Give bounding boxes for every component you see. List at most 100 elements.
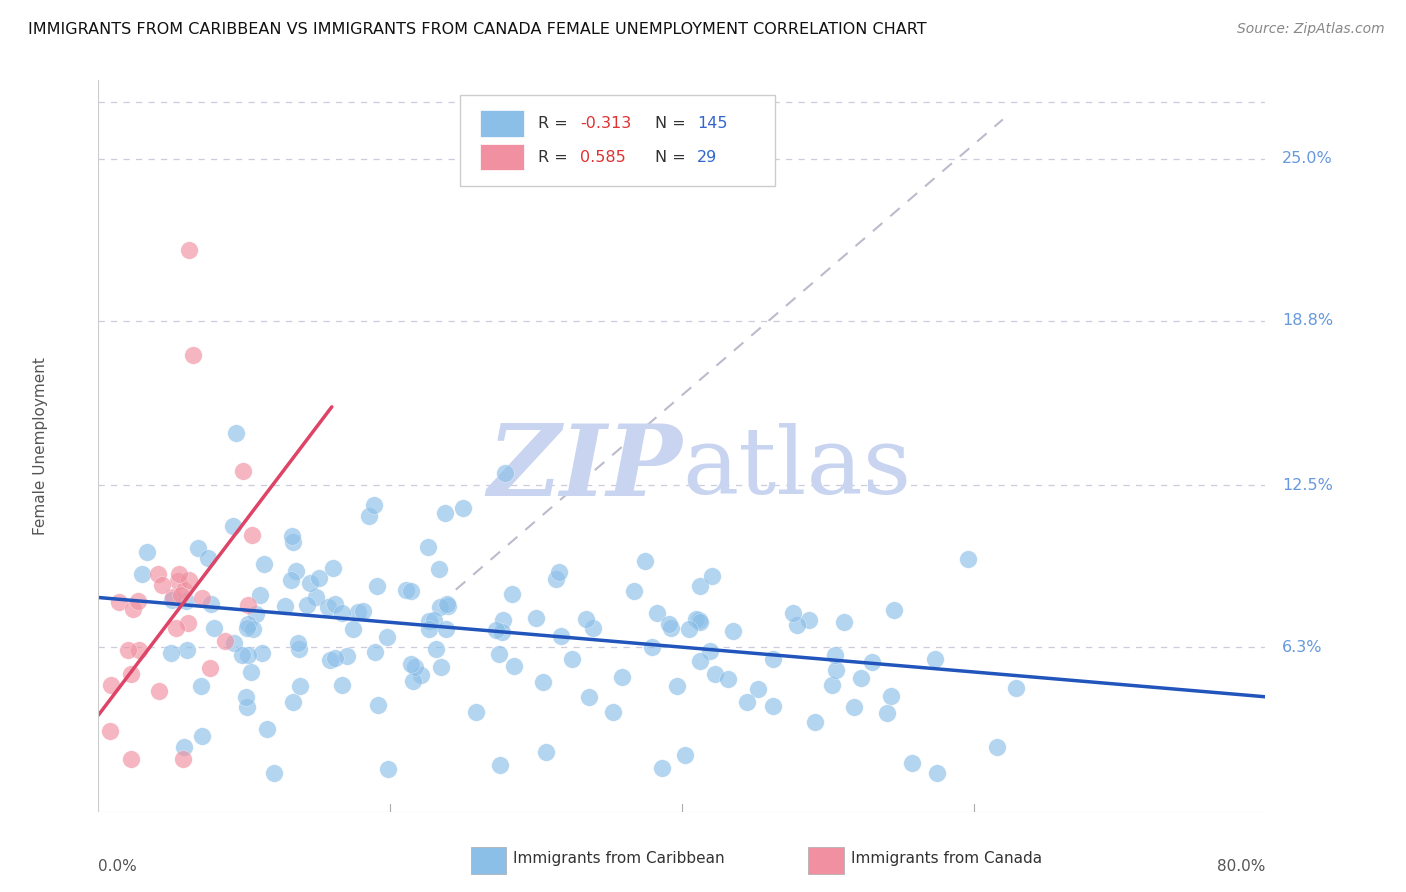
Point: [423, 614, 446, 628]
Point: [364, 645, 387, 659]
Point: [688, 613, 710, 627]
Point: [202, 621, 225, 635]
Point: [375, 630, 398, 644]
Text: N =: N =: [655, 116, 690, 131]
Point: [232, 464, 254, 478]
Point: [214, 633, 236, 648]
Point: [308, 571, 330, 585]
Point: [665, 679, 688, 693]
Point: [924, 651, 946, 665]
Point: [659, 621, 682, 635]
Point: [366, 579, 388, 593]
Text: 6.3%: 6.3%: [1282, 640, 1323, 655]
Point: [689, 615, 711, 629]
Point: [437, 599, 460, 613]
Point: [197, 551, 219, 566]
Point: [117, 642, 139, 657]
Text: 0.0%: 0.0%: [98, 859, 138, 874]
Point: [399, 584, 422, 599]
Text: R =: R =: [538, 116, 574, 131]
Point: [689, 654, 711, 668]
Point: [395, 583, 418, 598]
Point: [191, 729, 214, 743]
Point: [531, 674, 554, 689]
Point: [332, 606, 354, 620]
Point: [377, 762, 399, 776]
Point: [176, 616, 198, 631]
Point: [322, 561, 344, 575]
Point: [280, 574, 302, 588]
Point: [367, 698, 389, 712]
Point: [176, 642, 198, 657]
Point: [336, 648, 359, 663]
Point: [173, 740, 195, 755]
Point: [284, 564, 307, 578]
Point: [433, 506, 456, 520]
Point: [167, 566, 190, 581]
Text: IMMIGRANTS FROM CARIBBEAN VS IMMIGRANTS FROM CANADA FEMALE UNEMPLOYMENT CORRELAT: IMMIGRANTS FROM CARIBBEAN VS IMMIGRANTS …: [28, 22, 927, 37]
Point: [173, 582, 195, 597]
Point: [131, 566, 153, 581]
Point: [451, 500, 474, 515]
Point: [236, 622, 259, 636]
Point: [747, 681, 769, 696]
Point: [700, 569, 723, 583]
Point: [927, 765, 949, 780]
Point: [832, 615, 855, 629]
Point: [150, 578, 173, 592]
Point: [602, 706, 624, 720]
Point: [699, 644, 721, 658]
Point: [434, 622, 457, 636]
Point: [820, 678, 842, 692]
Point: [240, 665, 263, 679]
Point: [488, 757, 510, 772]
Point: [169, 588, 191, 602]
Point: [98, 724, 121, 739]
Point: [610, 669, 633, 683]
Point: [250, 646, 273, 660]
Point: [363, 498, 385, 512]
Point: [283, 694, 305, 708]
Text: Source: ZipAtlas.com: Source: ZipAtlas.com: [1237, 22, 1385, 37]
Point: [231, 648, 253, 662]
Point: [120, 752, 142, 766]
Point: [501, 586, 523, 600]
Point: [685, 612, 707, 626]
Text: R =: R =: [538, 150, 574, 165]
Point: [436, 597, 458, 611]
Point: [717, 673, 740, 687]
Point: [166, 574, 188, 588]
Text: Female Unemployment: Female Unemployment: [32, 357, 48, 535]
Text: -0.313: -0.313: [581, 116, 631, 131]
Point: [100, 678, 122, 692]
Point: [561, 652, 583, 666]
Point: [136, 545, 159, 559]
FancyBboxPatch shape: [460, 95, 775, 186]
Text: 29: 29: [697, 150, 717, 165]
Point: [200, 597, 222, 611]
Point: [425, 642, 447, 657]
Point: [544, 572, 567, 586]
Point: [288, 642, 311, 657]
Point: [236, 599, 259, 613]
Point: [160, 646, 183, 660]
Point: [786, 618, 808, 632]
Point: [524, 611, 547, 625]
Point: [550, 629, 572, 643]
Point: [249, 588, 271, 602]
Point: [623, 584, 645, 599]
Point: [782, 606, 804, 620]
Point: [762, 699, 785, 714]
Point: [578, 690, 600, 704]
Point: [418, 622, 440, 636]
Point: [876, 706, 898, 720]
Point: [174, 593, 197, 607]
Text: N =: N =: [655, 150, 690, 165]
Text: 25.0%: 25.0%: [1282, 151, 1333, 166]
Point: [346, 605, 368, 619]
Point: [402, 673, 425, 688]
Point: [299, 576, 322, 591]
Point: [263, 765, 285, 780]
Point: [359, 508, 381, 523]
Point: [844, 700, 866, 714]
